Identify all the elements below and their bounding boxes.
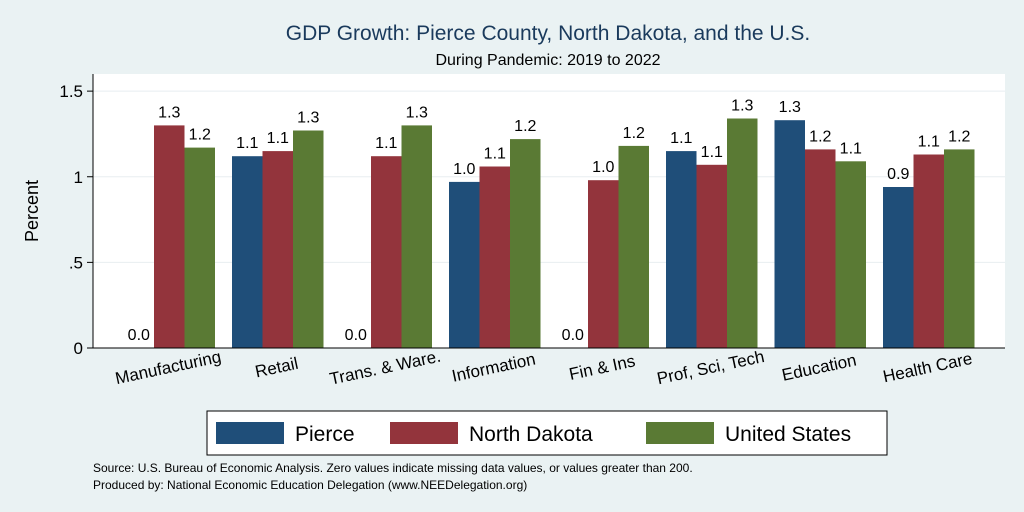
bar bbox=[293, 130, 324, 348]
bar bbox=[184, 147, 215, 348]
data-label: 1.1 bbox=[484, 146, 506, 163]
bar bbox=[479, 166, 510, 348]
x-tick-label: Prof, Sci, Tech bbox=[655, 347, 766, 388]
chart-subtitle: During Pandemic: 2019 to 2022 bbox=[435, 52, 660, 69]
data-label: 1.1 bbox=[701, 144, 723, 161]
legend-swatch bbox=[216, 422, 284, 444]
source-line-2: Produced by: National Economic Education… bbox=[93, 478, 527, 492]
source-line-1: Source: U.S. Bureau of Economic Analysis… bbox=[93, 461, 693, 475]
y-tick-label: .5 bbox=[69, 253, 83, 272]
data-label: 1.2 bbox=[948, 128, 970, 145]
x-tick-label: Manufacturing bbox=[113, 347, 222, 388]
legend-label: North Dakota bbox=[469, 423, 593, 446]
bar bbox=[401, 125, 432, 349]
bar bbox=[944, 149, 975, 348]
data-label: 1.3 bbox=[158, 104, 180, 121]
y-tick-label: 1 bbox=[74, 168, 83, 187]
bar bbox=[154, 125, 185, 349]
bar bbox=[618, 145, 649, 348]
bar bbox=[262, 151, 293, 348]
data-label: 1.0 bbox=[592, 159, 614, 176]
plot-area bbox=[93, 74, 1005, 348]
data-label: 1.3 bbox=[779, 99, 801, 116]
data-label: 1.2 bbox=[514, 118, 536, 135]
data-label: 1.1 bbox=[375, 135, 397, 152]
bar bbox=[883, 187, 914, 348]
bar bbox=[510, 139, 541, 348]
data-label: 0.0 bbox=[128, 327, 150, 344]
bar bbox=[371, 156, 402, 348]
bar bbox=[913, 154, 944, 348]
bar bbox=[588, 180, 619, 348]
bar bbox=[449, 181, 480, 348]
bar bbox=[232, 156, 263, 348]
legend-swatch bbox=[390, 422, 458, 444]
legend-swatch bbox=[646, 422, 714, 444]
data-label: 1.1 bbox=[236, 135, 258, 152]
data-label: 1.3 bbox=[297, 110, 319, 127]
bar bbox=[666, 151, 697, 348]
chart-title: GDP Growth: Pierce County, North Dakota,… bbox=[286, 22, 810, 45]
x-tick-label: Information bbox=[450, 349, 537, 385]
data-label: 1.2 bbox=[189, 127, 211, 144]
data-label: 0.9 bbox=[887, 166, 909, 183]
legend-box bbox=[206, 410, 888, 456]
legend-label: United States bbox=[725, 423, 851, 446]
data-label: 1.3 bbox=[406, 104, 428, 121]
legend-label: Pierce bbox=[295, 423, 355, 446]
bar bbox=[696, 164, 727, 348]
x-tick-label: Retail bbox=[253, 354, 299, 382]
y-tick-label: 0 bbox=[74, 339, 83, 358]
bar bbox=[774, 120, 805, 348]
data-label: 1.0 bbox=[453, 161, 475, 178]
bar bbox=[727, 118, 758, 348]
data-label: 1.1 bbox=[840, 140, 862, 157]
y-axis-label: Percent bbox=[22, 180, 42, 242]
data-label: 1.1 bbox=[918, 134, 940, 151]
data-label: 1.1 bbox=[267, 130, 289, 147]
data-label: 1.1 bbox=[670, 130, 692, 147]
data-label: 0.0 bbox=[562, 327, 584, 344]
x-tick-label: Fin & Ins bbox=[567, 351, 637, 384]
data-label: 1.2 bbox=[623, 125, 645, 142]
data-label: 1.2 bbox=[809, 128, 831, 145]
x-tick-label: Health Care bbox=[881, 349, 974, 386]
y-tick-label: 1.5 bbox=[59, 82, 83, 101]
bar bbox=[805, 149, 836, 348]
data-label: 1.3 bbox=[731, 98, 753, 115]
data-label: 0.0 bbox=[345, 327, 367, 344]
bar bbox=[835, 161, 866, 348]
x-tick-label: Education bbox=[780, 350, 858, 384]
x-tick-label: Trans. & Ware. bbox=[328, 347, 443, 389]
